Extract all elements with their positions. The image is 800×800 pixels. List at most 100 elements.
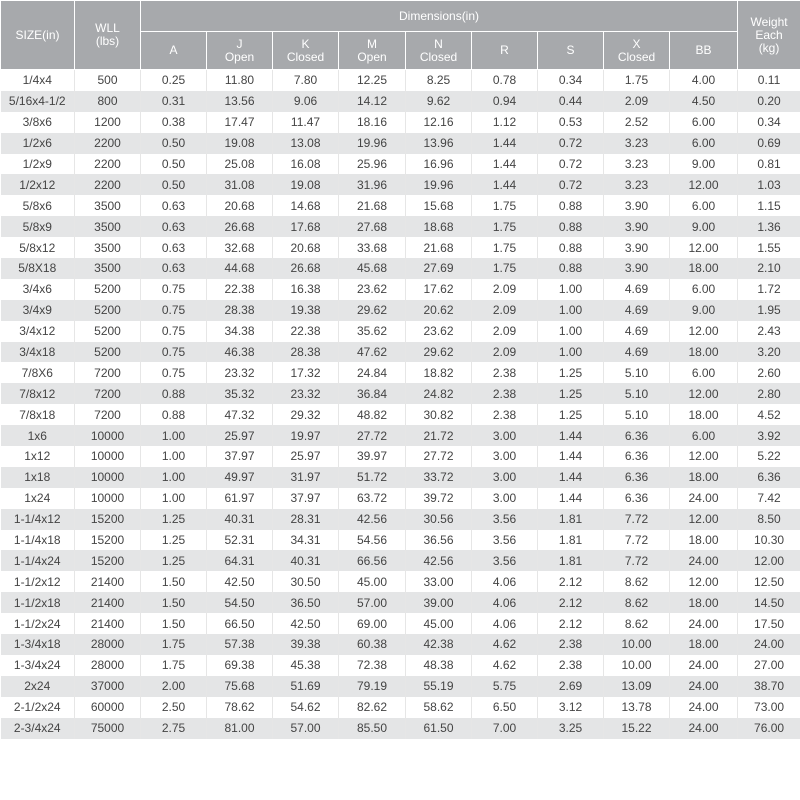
table-cell: 4.06 <box>471 613 538 635</box>
table-cell: 4.69 <box>603 320 670 342</box>
dimension-subheader: BB <box>668 31 739 70</box>
table-cell: 1-1/2x18 <box>0 592 75 614</box>
table-cell: 4.69 <box>603 299 670 321</box>
table-cell: 48.38 <box>405 654 472 676</box>
table-cell: 3500 <box>74 195 141 217</box>
table-cell: 19.97 <box>272 425 339 447</box>
dimension-subheader: X Closed <box>603 31 670 70</box>
table-cell: 23.62 <box>405 320 472 342</box>
table-cell: 3/8x6 <box>0 111 75 133</box>
table-cell: 15.68 <box>405 195 472 217</box>
table-cell: 31.97 <box>272 466 339 488</box>
table-cell: 0.88 <box>537 258 604 279</box>
table-cell: 42.38 <box>405 634 472 655</box>
table-cell: 1.44 <box>471 153 538 175</box>
table-cell: 0.63 <box>140 216 207 238</box>
table-cell: 5200 <box>74 320 141 342</box>
table-cell: 1.50 <box>140 571 207 593</box>
table-cell: 42.56 <box>405 550 472 572</box>
table-row: 5/8X18 3500 0.63 44.68 26.68 45.68 27.69 1.75 0.… <box>0 258 800 279</box>
table-cell: 76.00 <box>737 717 800 739</box>
table-cell: 2.50 <box>140 696 207 718</box>
table-row: 1-1/4x24 15200 1.25 64.31 40.31 66.56 42.56 3.5… <box>0 550 800 572</box>
dimension-subheader: M Open <box>338 31 406 70</box>
table-cell: 9.00 <box>669 153 739 175</box>
table-row: 3/4x12 5200 0.75 34.38 22.38 35.62 23.62 2.09 1.… <box>0 320 800 342</box>
table-cell: 1.75 <box>603 69 670 91</box>
table-cell: 13.08 <box>272 132 339 154</box>
table-cell: 2.38 <box>537 654 604 676</box>
table-cell: 28.38 <box>272 341 339 363</box>
table-cell: 2.12 <box>537 613 604 635</box>
dimension-subheader: K Closed <box>272 31 339 70</box>
table-cell: 0.50 <box>140 153 207 175</box>
table-cell: 10.30 <box>737 529 800 551</box>
table-row: 1/2x9 2200 0.50 25.08 16.08 25.96 16.96 1.44 0.7… <box>0 153 800 175</box>
table-cell: 1.25 <box>140 550 207 572</box>
table-cell: 21.72 <box>405 425 472 447</box>
table-cell: 1-1/2x12 <box>0 571 75 593</box>
table-row: 1x24 10000 1.00 61.97 37.97 63.72 39.72 3.00 1.4… <box>0 487 800 509</box>
table-row: 1x12 10000 1.00 37.97 25.97 39.97 27.72 3.00 1.4… <box>0 446 800 467</box>
table-cell: 2-1/2x24 <box>0 696 75 718</box>
table-row: 1/2x12 2200 0.50 31.08 19.08 31.96 19.96 1.44 0.… <box>0 174 800 196</box>
table-cell: 4.00 <box>669 69 739 91</box>
table-cell: 60000 <box>74 696 141 718</box>
table-cell: 1.00 <box>537 278 604 300</box>
table-cell: 1.00 <box>140 487 207 509</box>
table-cell: 85.50 <box>338 717 406 739</box>
table-cell: 0.72 <box>537 174 604 196</box>
table-cell: 0.63 <box>140 195 207 217</box>
table-cell: 18.82 <box>405 362 472 384</box>
table-cell: 8.62 <box>603 613 670 635</box>
table-cell: 18.00 <box>669 634 739 655</box>
table-cell: 82.62 <box>338 696 406 718</box>
table-cell: 3.00 <box>471 425 538 447</box>
table-cell: 1.00 <box>537 299 604 321</box>
table-cell: 1.95 <box>737 299 800 321</box>
table-cell: 29.62 <box>405 341 472 363</box>
table-cell: 36.50 <box>272 592 339 614</box>
table-cell: 0.69 <box>737 132 800 154</box>
table-cell: 2.75 <box>140 717 207 739</box>
table-row: 7/8X6 7200 0.75 23.32 17.32 24.84 18.82 2.38 1.2… <box>0 362 800 384</box>
table-cell: 15200 <box>74 529 141 551</box>
table-cell: 29.32 <box>272 404 339 426</box>
table-cell: 3.23 <box>603 153 670 175</box>
table-cell: 27.00 <box>737 654 800 676</box>
table-cell: 23.32 <box>206 362 273 384</box>
table-cell: 0.25 <box>140 69 207 91</box>
table-cell: 25.96 <box>338 153 406 175</box>
table-cell: 1.36 <box>737 216 800 238</box>
table-cell: 29.62 <box>338 299 406 321</box>
table-cell: 12.00 <box>669 383 739 405</box>
table-cell: 9.00 <box>669 299 739 321</box>
table-cell: 19.08 <box>272 174 339 196</box>
table-row: 1x6 10000 1.00 25.97 19.97 27.72 21.72 3.00 1.44… <box>0 425 800 447</box>
table-cell: 72.38 <box>338 654 406 676</box>
table-cell: 7.72 <box>603 550 670 572</box>
table-cell: 33.72 <box>405 466 472 488</box>
table-cell: 24.00 <box>669 675 739 697</box>
table-cell: 1-1/4x12 <box>0 508 75 530</box>
table-cell: 5/8x9 <box>0 216 75 238</box>
table-cell: 17.62 <box>405 278 472 300</box>
table-cell: 45.68 <box>338 258 406 279</box>
table-cell: 37.97 <box>206 446 273 467</box>
table-row: 5/8x9 3500 0.63 26.68 17.68 27.68 18.68 1.75 0.8… <box>0 216 800 238</box>
table-cell: 0.53 <box>537 111 604 133</box>
table-cell: 40.31 <box>206 508 273 530</box>
table-row: 1/2x6 2200 0.50 19.08 13.08 19.96 13.96 1.44 0.7… <box>0 132 800 154</box>
table-row: 7/8x12 7200 0.88 35.32 23.32 36.84 24.82 2.38 1.… <box>0 383 800 405</box>
table-cell: 7200 <box>74 404 141 426</box>
table-cell: 10000 <box>74 466 141 488</box>
table-cell: 32.68 <box>206 237 273 259</box>
table-cell: 1.81 <box>537 550 604 572</box>
table-cell: 2.09 <box>471 320 538 342</box>
table-cell: 0.72 <box>537 153 604 175</box>
table-cell: 6.00 <box>669 278 739 300</box>
table-cell: 2.38 <box>537 634 604 655</box>
table-cell: 26.68 <box>272 258 339 279</box>
table-cell: 2.09 <box>603 90 670 112</box>
table-cell: 10000 <box>74 425 141 447</box>
